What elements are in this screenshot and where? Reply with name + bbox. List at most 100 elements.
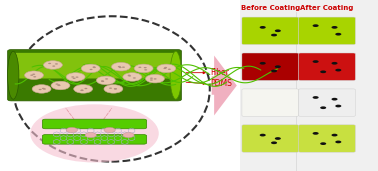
Circle shape — [164, 67, 167, 68]
Circle shape — [81, 90, 84, 91]
Circle shape — [271, 34, 277, 36]
Ellipse shape — [170, 51, 181, 99]
Circle shape — [30, 104, 159, 162]
Circle shape — [84, 88, 87, 89]
FancyBboxPatch shape — [42, 135, 147, 144]
Circle shape — [76, 76, 79, 78]
Circle shape — [271, 70, 277, 72]
Circle shape — [146, 74, 164, 83]
Circle shape — [332, 134, 338, 136]
Circle shape — [93, 67, 96, 68]
FancyBboxPatch shape — [299, 17, 355, 44]
FancyBboxPatch shape — [8, 50, 181, 101]
Circle shape — [66, 127, 77, 133]
Circle shape — [335, 33, 341, 36]
Circle shape — [101, 81, 104, 82]
Text: Fiber: Fiber — [210, 68, 229, 77]
Circle shape — [157, 64, 176, 73]
Circle shape — [275, 137, 281, 140]
Circle shape — [57, 84, 60, 86]
Circle shape — [320, 106, 326, 109]
Circle shape — [320, 142, 326, 145]
Text: Before Coating: Before Coating — [241, 5, 300, 11]
Circle shape — [123, 133, 134, 138]
Circle shape — [313, 24, 319, 27]
Circle shape — [32, 85, 51, 93]
Circle shape — [66, 73, 85, 81]
Circle shape — [39, 89, 42, 90]
Circle shape — [118, 66, 121, 67]
Circle shape — [43, 61, 62, 69]
Circle shape — [144, 69, 147, 71]
Bar — [240, 0, 378, 171]
Circle shape — [150, 79, 153, 81]
Circle shape — [30, 75, 33, 76]
FancyBboxPatch shape — [299, 53, 355, 80]
Circle shape — [320, 70, 326, 73]
FancyArrow shape — [212, 56, 237, 115]
Circle shape — [275, 65, 281, 68]
Circle shape — [81, 64, 100, 73]
FancyBboxPatch shape — [299, 89, 355, 116]
FancyBboxPatch shape — [242, 125, 299, 152]
Circle shape — [313, 60, 319, 63]
Text: After Coating: After Coating — [300, 5, 354, 11]
Circle shape — [134, 64, 153, 73]
FancyBboxPatch shape — [42, 119, 147, 129]
Circle shape — [42, 88, 45, 89]
Circle shape — [114, 88, 117, 89]
Circle shape — [104, 127, 115, 133]
Circle shape — [25, 71, 43, 80]
FancyBboxPatch shape — [11, 53, 178, 78]
Circle shape — [313, 132, 319, 135]
Circle shape — [52, 65, 55, 67]
Bar — [296, 12, 297, 171]
Circle shape — [71, 76, 74, 78]
Circle shape — [313, 96, 319, 99]
Circle shape — [56, 83, 59, 85]
Circle shape — [114, 88, 117, 90]
Circle shape — [275, 29, 281, 32]
Circle shape — [332, 62, 338, 65]
Circle shape — [33, 76, 36, 77]
FancyBboxPatch shape — [242, 89, 299, 116]
FancyBboxPatch shape — [242, 53, 299, 80]
Circle shape — [123, 73, 142, 81]
Circle shape — [57, 85, 60, 86]
Circle shape — [335, 105, 341, 107]
Circle shape — [122, 67, 125, 68]
Circle shape — [153, 78, 156, 80]
Circle shape — [133, 77, 136, 79]
Circle shape — [144, 67, 147, 68]
Circle shape — [260, 62, 266, 65]
Circle shape — [93, 66, 96, 68]
Text: PDMS: PDMS — [210, 79, 232, 88]
Circle shape — [32, 74, 35, 75]
Circle shape — [332, 98, 338, 101]
FancyBboxPatch shape — [242, 17, 299, 44]
Circle shape — [74, 85, 93, 93]
Circle shape — [105, 78, 108, 80]
Circle shape — [335, 141, 341, 143]
Circle shape — [43, 88, 46, 90]
Ellipse shape — [8, 51, 19, 99]
Circle shape — [332, 26, 338, 29]
Circle shape — [163, 68, 166, 69]
Circle shape — [271, 141, 277, 144]
Circle shape — [109, 88, 112, 89]
Circle shape — [81, 90, 84, 91]
Circle shape — [168, 69, 171, 70]
Circle shape — [260, 26, 266, 29]
Circle shape — [55, 63, 58, 65]
Circle shape — [335, 69, 341, 71]
FancyBboxPatch shape — [299, 125, 355, 152]
Circle shape — [51, 81, 70, 90]
Circle shape — [128, 75, 131, 77]
Circle shape — [119, 67, 122, 68]
Circle shape — [101, 80, 104, 82]
Circle shape — [90, 69, 93, 70]
Circle shape — [112, 62, 130, 71]
Circle shape — [85, 133, 96, 138]
Circle shape — [150, 77, 153, 79]
Circle shape — [260, 134, 266, 136]
